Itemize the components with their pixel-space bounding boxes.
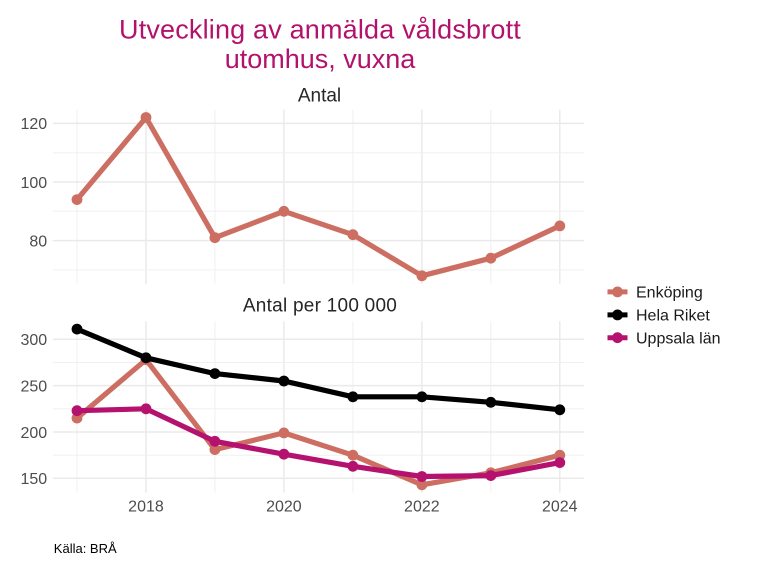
svg-text:100: 100	[20, 175, 47, 192]
svg-text:300: 300	[20, 332, 47, 349]
svg-text:Antal per 100 000: Antal per 100 000	[243, 295, 397, 316]
svg-text:2020: 2020	[266, 499, 302, 516]
svg-text:2022: 2022	[404, 499, 440, 516]
svg-text:200: 200	[20, 425, 47, 442]
svg-text:Hela Riket: Hela Riket	[636, 308, 710, 325]
svg-text:80: 80	[29, 233, 47, 250]
svg-text:Källa: BRÅ: Källa: BRÅ	[54, 541, 117, 556]
svg-text:2018: 2018	[128, 499, 164, 516]
svg-text:Antal: Antal	[298, 85, 341, 106]
svg-text:Uppsala län: Uppsala län	[636, 331, 721, 348]
svg-text:utomhus, vuxna: utomhus, vuxna	[225, 44, 417, 74]
svg-text:Enköping: Enköping	[636, 285, 703, 302]
svg-text:250: 250	[20, 378, 47, 395]
svg-text:Utveckling av anmälda våldsbro: Utveckling av anmälda våldsbrott	[119, 15, 521, 45]
svg-text:120: 120	[20, 116, 47, 133]
svg-text:2024: 2024	[542, 499, 578, 516]
svg-text:150: 150	[20, 471, 47, 488]
